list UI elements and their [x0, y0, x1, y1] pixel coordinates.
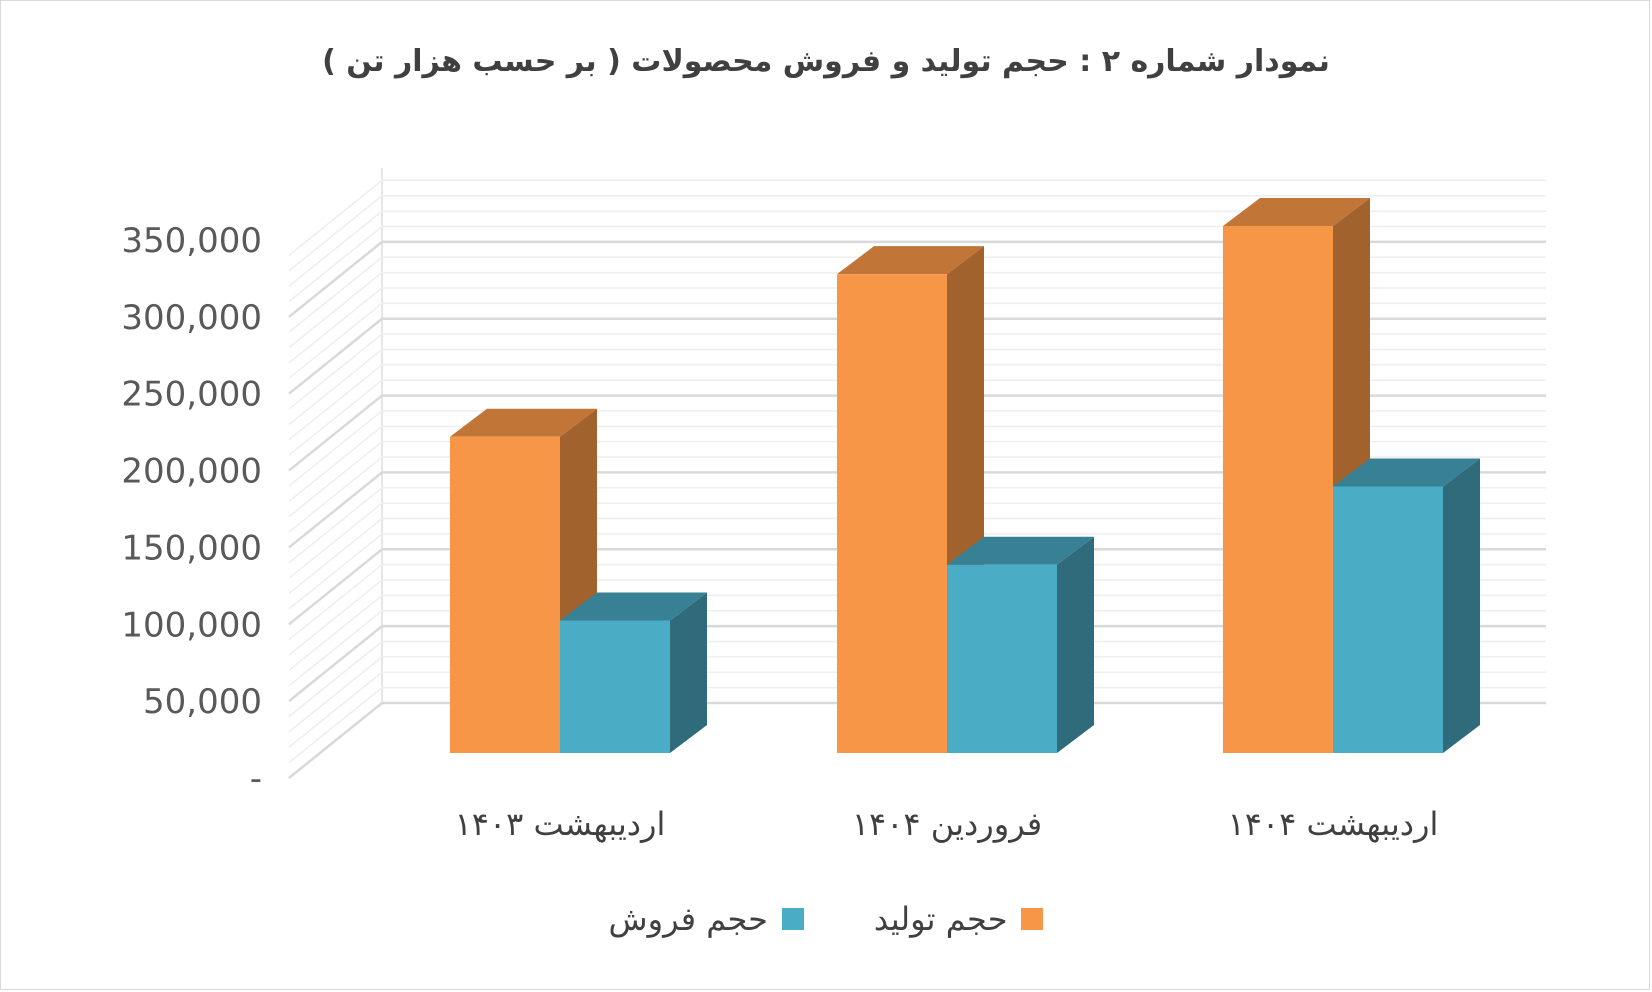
chart-title: نمودار شماره ۲ : حجم تولید و فروش محصولا… — [322, 44, 1330, 79]
legend-swatch-production — [1021, 908, 1044, 930]
bar-front — [450, 436, 560, 753]
gridline-minor-side — [288, 656, 383, 733]
bar-side — [1443, 458, 1480, 753]
x-axis-ticks: اردیبهشت ۱۴۰۳ فروردین ۱۴۰۴ اردیبهشت ۱۴۰۴ — [455, 805, 1439, 843]
gridline-major-side — [288, 702, 383, 779]
bar-top — [947, 536, 1094, 565]
bar-front — [1223, 226, 1333, 753]
x-tick-label: فروردین ۱۴۰۴ — [852, 805, 1042, 843]
bar-top — [837, 246, 984, 275]
gridline-minor-side — [288, 364, 383, 441]
gridline-minor-side — [288, 502, 383, 579]
gridline-minor-side — [288, 333, 383, 410]
bar-front — [837, 274, 947, 753]
bar-side — [670, 592, 707, 753]
legend-item-production: حجم تولید — [874, 900, 1044, 938]
bar-side — [1057, 536, 1094, 753]
y-tick-label: 100,000 — [121, 605, 262, 645]
gridline-minor-side — [288, 225, 383, 303]
gridline-major-side — [288, 625, 383, 703]
bars — [450, 198, 1480, 753]
gridline-minor-side — [288, 210, 383, 287]
y-tick-label: 350,000 — [121, 221, 262, 261]
gridline-minor-side — [288, 287, 383, 364]
gridline-minor-side — [288, 517, 383, 595]
gridline-major-side — [288, 394, 383, 472]
bar-sales-0 — [560, 592, 707, 753]
y-tick-label: - — [250, 759, 262, 799]
gridline-minor-side — [288, 441, 383, 518]
legend: حجم تولید حجم فروش — [0, 900, 1652, 938]
gridline-minor-side — [288, 410, 383, 487]
gridline-minor-side — [288, 640, 383, 718]
gridline-minor-side — [288, 456, 383, 533]
gridline-minor-side — [288, 564, 383, 641]
bar-top — [450, 408, 597, 437]
gridline-major-side — [288, 317, 383, 395]
legend-label-production: حجم تولید — [873, 900, 1008, 938]
bar-sales-1 — [947, 536, 1094, 753]
gridline-minor-side — [288, 671, 383, 748]
gridline-minor-side — [288, 594, 383, 671]
gridline-minor-side — [288, 256, 383, 333]
gridline-minor-side — [288, 179, 383, 256]
y-tick-label: 50,000 — [143, 682, 262, 722]
gridline-minor-side — [288, 195, 383, 272]
gridline-minor-side — [288, 487, 383, 564]
bar-front — [1333, 486, 1443, 753]
gridline-minor-side — [288, 425, 383, 502]
y-axis-ticks: - 50,000 100,000 150,000 200,000 250,000 300,0… — [121, 221, 262, 799]
bar-front — [560, 620, 670, 753]
gridline-minor-side — [288, 579, 383, 656]
legend-swatch-sales — [781, 908, 804, 930]
gridline-minor-side — [288, 348, 383, 426]
y-tick-label: 250,000 — [121, 375, 262, 415]
bar-front — [947, 564, 1057, 753]
gridline-major-side — [288, 471, 383, 549]
gridline-minor-side — [288, 302, 383, 379]
bar-top — [1223, 198, 1370, 226]
bar-top — [560, 592, 707, 621]
y-tick-label: 300,000 — [121, 298, 262, 338]
gridline-minor-side — [288, 379, 383, 456]
gridline-minor-side — [288, 533, 383, 610]
y-tick-label: 150,000 — [121, 528, 262, 568]
gridline-minor-side — [288, 610, 383, 687]
gridline-major-side — [288, 548, 383, 626]
gridline-minor-side — [288, 687, 383, 764]
gridline-major-side — [288, 240, 383, 318]
x-tick-label: اردیبهشت ۱۴۰۴ — [1228, 805, 1439, 843]
bar-sales-2 — [1333, 458, 1480, 753]
legend-label-sales: حجم فروش — [608, 900, 768, 938]
bar-production-0 — [450, 408, 597, 753]
gridline-minor-side — [288, 272, 383, 349]
y-tick-label: 200,000 — [121, 452, 262, 492]
bar-top — [1333, 458, 1480, 487]
x-tick-label: اردیبهشت ۱۴۰۳ — [455, 805, 666, 843]
legend-item-sales: حجم فروش — [609, 900, 804, 938]
